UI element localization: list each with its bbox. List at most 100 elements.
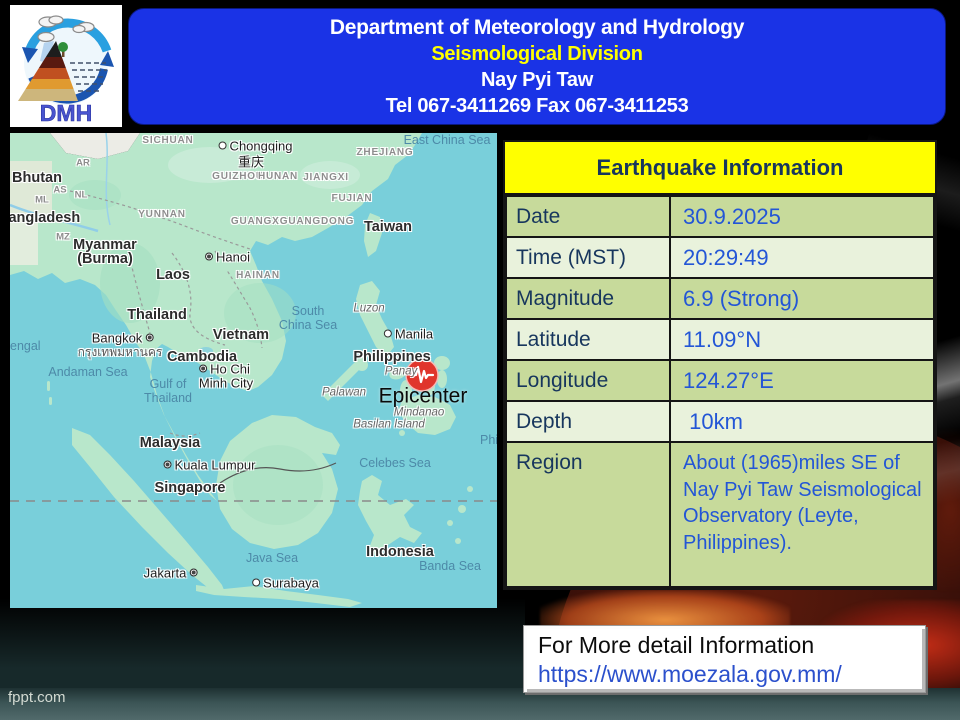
map-label: SICHUAN [142, 135, 194, 146]
map-label: ZHEJIANG [356, 147, 414, 158]
map-label: engal [10, 338, 41, 353]
map-label: Luzon [353, 302, 385, 315]
header-banner: Department of Meteorology and Hydrology … [128, 8, 946, 125]
background-fade [0, 598, 525, 692]
map-label: China Sea [278, 317, 338, 332]
map-label: Ho Chi [196, 363, 250, 376]
map-label: HAINAN [236, 270, 280, 281]
map-label: กรุงเทพมหานคร [77, 345, 163, 359]
map-label: Gulf of [149, 376, 187, 391]
row-label: Time (MST) [505, 236, 671, 279]
map-label: East China Sea [403, 133, 491, 147]
city-dot-icon [218, 141, 227, 150]
map-label: Mindanao [393, 406, 445, 419]
table-row: Depth 10km [505, 400, 935, 443]
region-map: SICHUAN ZHEJIANG GUIZHOU HUNAN JIANGXI FUJIAN… [10, 133, 497, 608]
map-label: 重庆 [237, 154, 265, 170]
map-label: Bangkok [92, 332, 157, 345]
map-label: Philippines [353, 348, 431, 365]
row-value: 124.27°E [669, 359, 935, 402]
dmh-logo: DMH [10, 5, 122, 127]
more-info-box: For More detail Information https://www.… [523, 625, 926, 693]
map-label: Thailand [144, 390, 192, 405]
division-title: Seismological Division [431, 43, 643, 65]
more-info-link[interactable]: https://www.moezala.gov.mm/ [538, 660, 842, 687]
city-dot-icon [145, 333, 154, 342]
map-label: GUANGXI [230, 216, 284, 227]
map-label: Vietnam [212, 326, 270, 343]
map-label: Laos [156, 266, 190, 283]
map-label: HUNAN [257, 171, 299, 182]
row-value: 10km [669, 400, 935, 443]
map-label: South [291, 303, 325, 318]
map-label: AS [53, 184, 67, 196]
map-label: Panay [384, 365, 418, 378]
map-label: Palawan [321, 386, 367, 399]
map-label: (Burma) [77, 250, 133, 267]
row-label: Longitude [505, 359, 671, 402]
city-dot-icon [383, 329, 392, 338]
location-title: Nay Pyi Taw [481, 69, 593, 91]
earthquake-table: Date 30.9.2025 Time (MST) 20:29:49 Magnitude… [505, 195, 935, 588]
map-label: YUNNAN [138, 209, 186, 220]
city-dot-icon [252, 578, 261, 587]
map-label: Phi [480, 432, 497, 447]
map-label: Taiwan [363, 218, 413, 235]
table-row: Region About (1965)miles SE of Nay Pyi Ta… [505, 441, 935, 588]
epicenter-marker [405, 358, 439, 392]
map-label: Malaysia [139, 434, 201, 451]
table-row: Latitude 11.09°N [505, 318, 935, 361]
earthquake-info-panel: Earthquake Information Date 30.9.2025 Time… [503, 140, 937, 590]
city-dot-icon [205, 252, 214, 261]
dmh-logo-text: DMH [40, 100, 92, 126]
map-label: Manila [381, 328, 433, 341]
row-value: 30.9.2025 [669, 195, 935, 238]
map-label: Minh City [198, 375, 254, 391]
city-dot-icon [199, 364, 208, 373]
map-label: Java Sea [245, 550, 299, 565]
row-value: 6.9 (Strong) [669, 277, 935, 320]
dmh-logo-icon: DMH [18, 15, 114, 126]
map-label: Jakarta [144, 567, 201, 580]
row-label: Latitude [505, 318, 671, 361]
map-label: Singapore [154, 479, 226, 496]
map-label: Basilan Island [353, 418, 425, 431]
map-label: Chongqing [216, 140, 292, 153]
map-labels: SICHUAN ZHEJIANG GUIZHOU HUNAN JIANGXI FUJIAN… [10, 133, 497, 608]
org-title: Department of Meteorology and Hydrology [329, 16, 745, 39]
map-label: Banda Sea [419, 558, 481, 573]
row-label: Depth [505, 400, 671, 443]
row-label: Magnitude [505, 277, 671, 320]
map-label: Celebes Sea [359, 455, 431, 470]
map-label: Thailand [127, 306, 187, 323]
map-label: Hanoi [202, 251, 250, 264]
map-label: Surabaya [249, 577, 319, 590]
map-label: JIANGXI [303, 172, 349, 183]
row-value: About (1965)miles SE of Nay Pyi Taw Seis… [669, 441, 935, 588]
map-geography [10, 133, 497, 607]
map-label: Bhutan [12, 169, 62, 186]
row-value: 11.09°N [669, 318, 935, 361]
more-info-text: For More detail Information [538, 632, 815, 658]
map-label: Andaman Sea [48, 364, 128, 379]
map-label: NL [74, 189, 88, 201]
table-row: Longitude 124.27°E [505, 359, 935, 402]
city-dot-icon [189, 568, 198, 577]
map-label: Myanmar [73, 236, 137, 253]
map-label: GUIZHOU [212, 171, 264, 182]
city-dot-icon [163, 460, 172, 469]
map-label: Bangladesh [10, 209, 81, 226]
row-value: 20:29:49 [669, 236, 935, 279]
row-label: Date [505, 195, 671, 238]
fppt-watermark: fppt.com [8, 689, 66, 706]
map-label: Cambodia [166, 348, 238, 365]
table-row: Date 30.9.2025 [505, 195, 935, 238]
map-label: GUANGDONG [279, 216, 355, 227]
map-label: MZ [56, 231, 70, 243]
table-row: Magnitude 6.9 (Strong) [505, 277, 935, 320]
map-label: FUJIAN [331, 193, 373, 204]
contact-line: Tel 067-3411269 Fax 067-3411253 [385, 95, 689, 117]
earthquake-info-title: Earthquake Information [505, 142, 935, 195]
map-label: Indonesia [366, 543, 434, 560]
map-label: AR [76, 157, 90, 169]
